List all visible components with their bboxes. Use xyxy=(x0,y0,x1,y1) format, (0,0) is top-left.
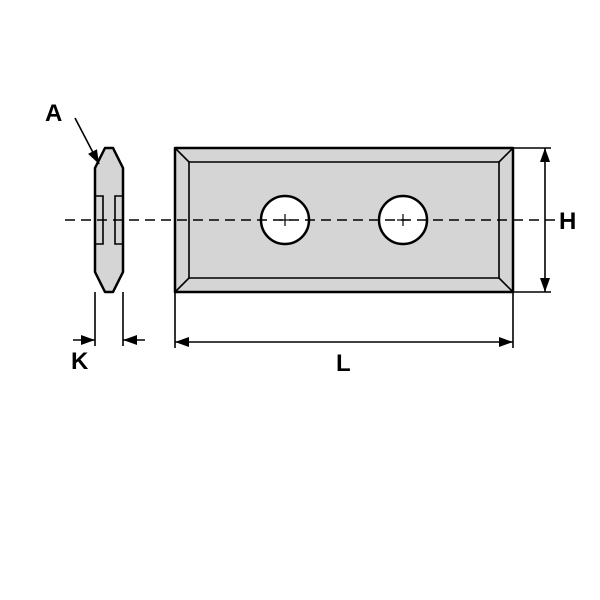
technical-drawing xyxy=(0,0,600,600)
dimension-label-L: L xyxy=(336,350,351,378)
dimension-label-K: K xyxy=(71,348,88,376)
dimension-label-A: A xyxy=(45,100,62,128)
diagram-stage: A K L H xyxy=(0,0,600,600)
dimension-label-H: H xyxy=(559,208,576,236)
